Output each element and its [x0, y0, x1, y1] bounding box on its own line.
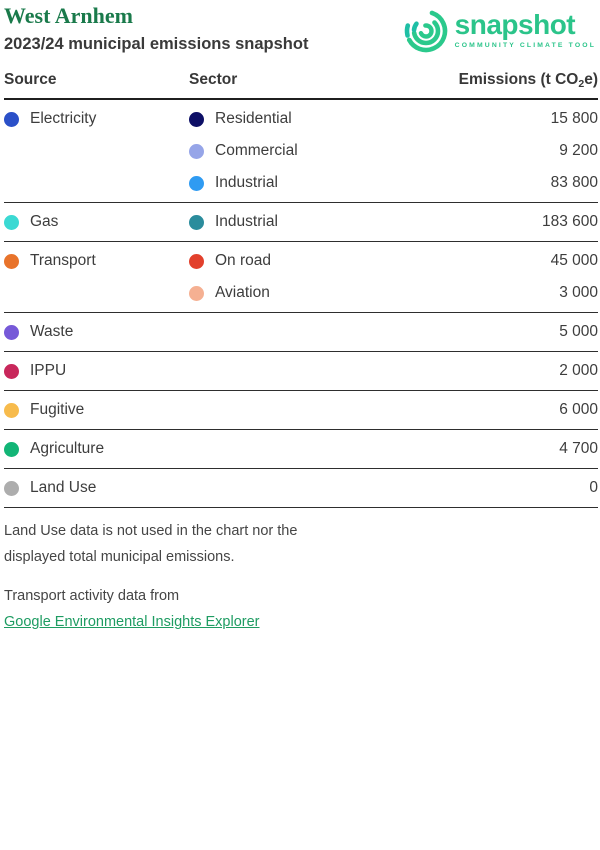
sector-cell: [189, 433, 559, 465]
snapshot-tagline: COMMUNITY CLIMATE TOOL: [454, 42, 596, 49]
source-label: Land Use: [30, 479, 97, 497]
table-header-row: Source Sector Emissions (t CO2e): [4, 71, 598, 101]
emissions-value: 6 000: [559, 401, 598, 419]
emissions-value: 4 700: [559, 440, 598, 458]
page-footer: Land Use data is not used in the chart n…: [4, 518, 598, 635]
sector-label: Industrial: [215, 213, 278, 231]
sector-color-dot: [189, 253, 204, 269]
sector-cell: Residential: [189, 103, 551, 135]
source-cell: Electricity: [4, 103, 189, 135]
source-label: Fugitive: [30, 401, 85, 419]
report-subtitle: 2023/24 municipal emissions snapshot: [4, 35, 309, 54]
source-label: Transport: [30, 252, 96, 270]
sector-label: Industrial: [215, 174, 278, 192]
col-header-emissions: Emissions (t CO2e): [458, 71, 598, 91]
sector-label: Aviation: [215, 284, 270, 302]
emissions-value: 9 200: [559, 142, 598, 160]
source-cell: Waste: [4, 316, 189, 348]
sector-cell: Aviation: [189, 277, 551, 309]
page-header: West Arnhem 2023/24 municipal emissions …: [4, 3, 598, 54]
sector-label: Residential: [215, 110, 292, 128]
col-header-source: Source: [4, 71, 57, 89]
source-group-row: Electricity Residential 15 800 Commercial 9…: [4, 100, 598, 204]
emissions-table-body: Electricity Residential 15 800 Commercial 9…: [4, 100, 598, 509]
source-color-dot: [4, 480, 19, 496]
source-color-dot: [4, 324, 19, 340]
snapshot-logo-text: snapshot COMMUNITY CLIMATE TOOL: [454, 9, 596, 50]
sector-cell: Industrial: [189, 167, 551, 199]
source-label: Agriculture: [30, 440, 105, 458]
source-color-dot: [4, 214, 19, 230]
source-label: Gas: [30, 213, 59, 231]
emissions-value: 2 000: [559, 362, 598, 380]
snapshot-wordmark: snapshot: [454, 9, 576, 40]
source-cell: Land Use: [4, 472, 189, 504]
source-group-row: Fugitive 6 000: [4, 391, 598, 431]
sector-color-dot: [189, 214, 204, 230]
source-group-row: Waste 5 000: [4, 313, 598, 353]
sector-color-dot: [189, 111, 204, 127]
source-color-dot: [4, 111, 19, 127]
source-color-dot: [4, 441, 19, 457]
insights-explorer-link[interactable]: Google Environmental Insights Explorer: [4, 614, 260, 631]
source-label: Electricity: [30, 110, 97, 128]
emissions-value: 5 000: [559, 323, 598, 341]
source-group-row: Transport On road 45 000 Aviation 3 000: [4, 242, 598, 314]
emissions-value: 183 600: [541, 213, 598, 231]
source-group-row: Agriculture 4 700: [4, 430, 598, 470]
sector-cell: [189, 316, 559, 348]
emissions-value: 15 800: [550, 110, 598, 128]
sector-cell: Commercial: [189, 135, 551, 167]
land-use-note: Land Use data is not used in the chart n…: [4, 523, 298, 566]
sector-cell: On road: [189, 245, 551, 277]
source-cell: Fugitive: [4, 394, 189, 426]
sector-color-dot: [189, 285, 204, 301]
municipality-title: West Arnhem: [4, 3, 133, 28]
sector-label: Commercial: [215, 142, 298, 160]
sector-label: On road: [215, 252, 272, 270]
source-cell: Gas: [4, 206, 189, 238]
emissions-value: 3 000: [559, 284, 598, 302]
source-group-row: Land Use 0: [4, 469, 598, 509]
source-cell: Transport: [4, 245, 189, 277]
header-titles: West Arnhem 2023/24 municipal emissions …: [4, 3, 309, 54]
source-group-row: IPPU 2 000: [4, 352, 598, 392]
col-header-sector: Sector: [189, 71, 238, 89]
transport-data-note: Transport activity data from: [4, 588, 180, 605]
emissions-value: 83 800: [550, 174, 598, 192]
source-color-dot: [4, 253, 19, 269]
source-label: Waste: [30, 323, 74, 341]
sector-cell: [189, 472, 589, 504]
emissions-value: 0: [589, 479, 598, 497]
sector-cell: [189, 355, 559, 387]
source-color-dot: [4, 363, 19, 379]
sector-color-dot: [189, 175, 204, 191]
snapshot-spiral-icon: [404, 9, 447, 53]
snapshot-logo: snapshot COMMUNITY CLIMATE TOOL: [402, 6, 598, 54]
sector-cell: Industrial: [189, 206, 542, 238]
sector-color-dot: [189, 143, 204, 159]
source-color-dot: [4, 402, 19, 418]
source-label: IPPU: [30, 362, 67, 380]
source-cell: Agriculture: [4, 433, 189, 465]
source-cell: IPPU: [4, 355, 189, 387]
source-group-row: Gas Industrial 183 600: [4, 203, 598, 243]
emissions-value: 45 000: [550, 252, 598, 270]
sector-cell: [189, 394, 559, 426]
